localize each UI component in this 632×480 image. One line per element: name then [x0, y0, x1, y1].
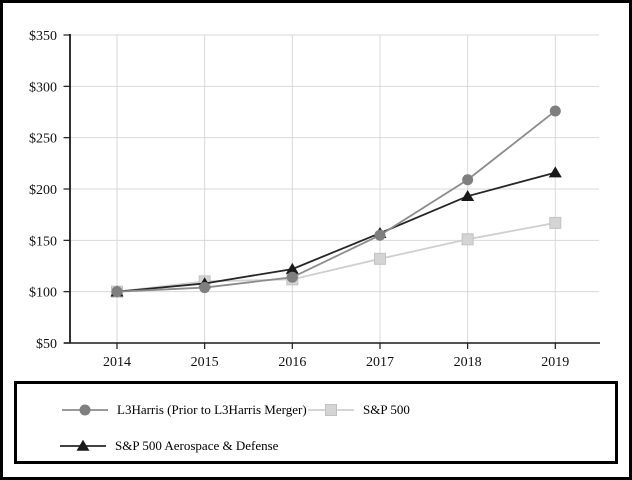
x-axis-tick-label: 2017: [366, 355, 394, 370]
y-axis-tick-label: $100: [29, 286, 57, 301]
legend-item-sp500-aero-defense: S&P 500 Aerospace & Defense: [60, 438, 278, 454]
legend-box: L3Harris (Prior to L3Harris Merger) S&P …: [14, 381, 618, 464]
legend-label-l3harris: L3Harris (Prior to L3Harris Merger): [117, 402, 307, 417]
sp500-square-marker-icon: [308, 403, 354, 417]
legend-item-sp500: S&P 500: [308, 402, 410, 418]
legend-label-sp500-aero-defense: S&P 500 Aerospace & Defense: [115, 438, 279, 453]
legend-item-l3harris: L3Harris (Prior to L3Harris Merger): [62, 402, 307, 418]
y-axis-tick-label: $50: [36, 337, 57, 352]
legend-label-sp500: S&P 500: [363, 402, 410, 417]
y-axis-tick-label: $250: [29, 132, 57, 147]
aero-defense-triangle-marker-icon: [60, 439, 106, 453]
x-axis-tick-label: 2016: [278, 355, 306, 370]
x-axis-tick-label: 2015: [191, 355, 219, 370]
performance-chart: $50 $100 $150 $200 $250 $300 $350 2014 2015 2016 2…: [29, 29, 600, 370]
chart-series: [110, 105, 562, 298]
gridlines: [70, 34, 599, 343]
x-axis-tick-label: 2018: [454, 355, 482, 370]
y-axis-tick-label: $300: [29, 80, 57, 95]
l3harris-circle-marker-icon: [62, 403, 108, 417]
y-axis-tick-label: $200: [29, 183, 57, 198]
series-2: [110, 166, 562, 297]
series-0: [111, 105, 561, 298]
y-axis-tick-label: $150: [29, 234, 57, 249]
axis-tick-labels: $50 $100 $150 $200 $250 $300 $350 2014 2015 2016 2…: [29, 29, 569, 370]
x-axis-tick-label: 2019: [541, 355, 569, 370]
axes: [63, 34, 600, 349]
y-axis-tick-label: $350: [29, 29, 57, 44]
x-axis-tick-label: 2014: [103, 355, 131, 370]
